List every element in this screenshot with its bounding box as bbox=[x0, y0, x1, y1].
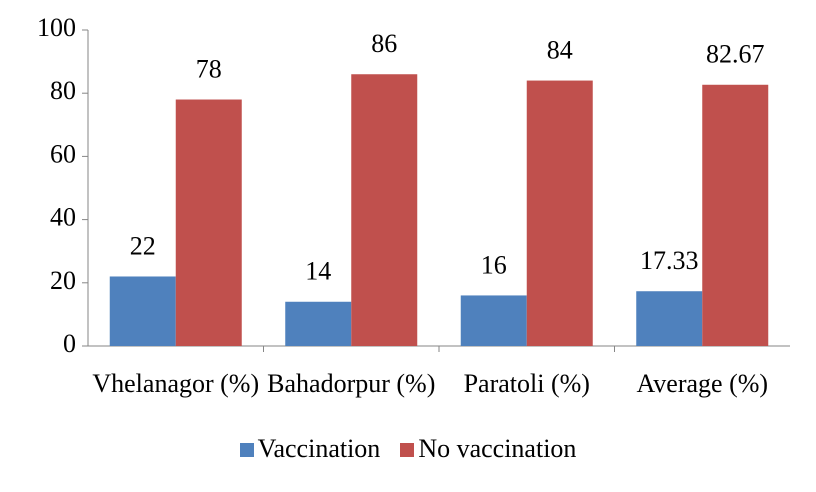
value-label: 22 bbox=[130, 231, 156, 260]
value-label: 82.67 bbox=[706, 40, 765, 69]
bar bbox=[351, 74, 418, 347]
legend-swatch bbox=[239, 443, 254, 457]
y-tick-label: 100 bbox=[37, 13, 76, 42]
y-tick-label: 60 bbox=[50, 139, 76, 168]
bar bbox=[460, 295, 527, 346]
x-tick-label: Bahadorpur (%) bbox=[267, 369, 436, 398]
legend-item: Vaccination bbox=[239, 434, 381, 464]
legend-label: Vaccination bbox=[257, 434, 381, 463]
value-label: 78 bbox=[196, 54, 222, 83]
bar bbox=[175, 99, 242, 347]
x-tick-label: Vhelanagor (%) bbox=[92, 369, 260, 398]
y-tick-label: 80 bbox=[50, 76, 76, 105]
value-label: 16 bbox=[481, 250, 507, 279]
legend-item: No vaccination bbox=[400, 434, 576, 464]
bar bbox=[526, 80, 593, 346]
value-label: 84 bbox=[547, 36, 573, 65]
value-label: 86 bbox=[371, 29, 397, 58]
bar bbox=[636, 291, 703, 346]
legend-label: No vaccination bbox=[418, 434, 577, 463]
legend-swatch bbox=[400, 443, 415, 457]
y-tick-label: 20 bbox=[50, 266, 76, 295]
value-label: 14 bbox=[305, 257, 331, 286]
x-tick-label: Average (%) bbox=[636, 369, 769, 398]
legend: Vaccination No vaccination bbox=[0, 434, 816, 464]
y-tick-label: 40 bbox=[50, 203, 76, 232]
value-label: 17.33 bbox=[640, 246, 699, 275]
bar bbox=[702, 84, 769, 346]
bar bbox=[109, 276, 176, 346]
bar bbox=[285, 301, 352, 346]
y-tick-label: 0 bbox=[63, 329, 76, 358]
x-tick-label: Paratoli (%) bbox=[463, 369, 590, 398]
